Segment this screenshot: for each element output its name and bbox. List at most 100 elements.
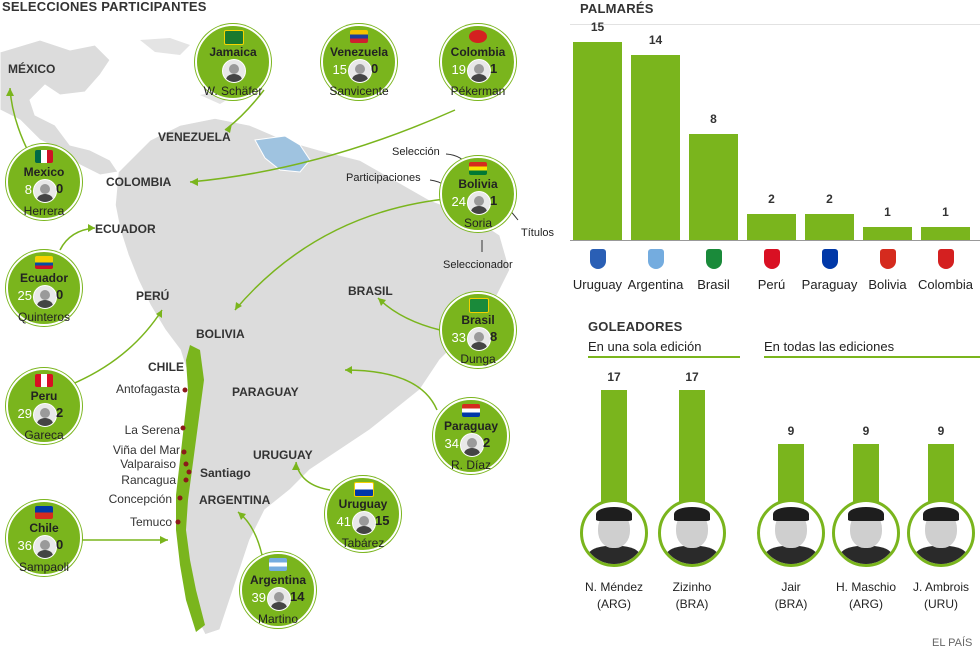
coach-photo — [33, 403, 57, 427]
palmares-category-label: Argentina — [627, 277, 684, 292]
paraguay-crest-icon — [462, 404, 480, 417]
city-label: Concepción — [108, 492, 172, 506]
scorer-bar — [853, 444, 879, 505]
coach-photo — [467, 191, 491, 215]
venezuela-crest-icon — [350, 30, 368, 43]
ecuador-crest-icon — [35, 256, 53, 269]
coach-photo — [467, 327, 491, 351]
palmares-value-label: 15 — [590, 20, 605, 34]
titles-count: 14 — [290, 589, 305, 604]
legend-titulos: Títulos — [521, 227, 555, 239]
subtitle-all-editions: En todas las ediciones — [764, 339, 895, 354]
scorer-name: Jair (BRA) — [741, 579, 841, 613]
map-label-brasil: BRASIL — [348, 284, 393, 298]
scorer-country: (ARG) — [597, 597, 631, 611]
participations-count: 41 — [336, 514, 351, 529]
participations-count: 25 — [17, 288, 32, 303]
portrait-shirt — [915, 546, 967, 564]
titles-count: 1 — [490, 193, 498, 208]
scorer-country: (URU) — [924, 597, 958, 611]
palmares-value-label: 14 — [648, 33, 663, 47]
palmares-category-label: Colombia — [918, 277, 973, 292]
portrait-hair — [674, 507, 710, 521]
city-label: Antofagasta — [115, 382, 180, 396]
scorer-bar — [778, 444, 804, 505]
map-label-argentina: ARGENTINA — [199, 493, 271, 507]
team-circle-uruguay: Uruguay 41 15 Tabárez — [325, 476, 401, 552]
scorer-player-name: N. Méndez — [584, 580, 644, 594]
map-label-colombia: COLOMBIA — [106, 175, 172, 189]
capital-label: Santiago — [200, 466, 251, 480]
map-label-paraguay: PARAGUAY — [232, 385, 299, 399]
scorer-value-label: 17 — [607, 370, 621, 384]
coach-name: Pékerman — [450, 84, 506, 98]
coach-photo — [460, 433, 484, 457]
palmares-crest-icon — [705, 249, 722, 269]
palmares-value-label: 2 — [768, 192, 775, 206]
portrait-hair — [773, 507, 809, 521]
titles-count: 1 — [490, 61, 498, 76]
titles-count: 0 — [56, 287, 64, 302]
team-name: Brasil — [461, 313, 495, 327]
titles-count: 0 — [371, 61, 379, 76]
palmares-value-label: 1 — [942, 205, 949, 219]
scorer-portrait — [658, 499, 726, 567]
palmares-crest-icon — [647, 249, 664, 269]
participations-count: 19 — [451, 62, 466, 77]
coach-photo — [222, 59, 246, 83]
coach-name: Herrera — [23, 204, 65, 218]
palmares-bar — [631, 55, 680, 240]
team-name: Bolivia — [458, 177, 498, 191]
team-circle-paraguay: Paraguay 34 2 R. Díaz — [433, 398, 509, 474]
team-name: Ecuador — [19, 271, 68, 285]
titles-count: 15 — [375, 513, 390, 528]
scorer-name: N. Méndez (ARG) — [564, 579, 664, 613]
team-circle-ecuador: Ecuador 25 0 Quinteros — [6, 250, 82, 326]
scorer-portrait — [832, 499, 900, 567]
team-circle-venezuela: Venezuela 15 0 Sanvicente — [321, 24, 397, 100]
city-label: Valparaiso — [120, 457, 176, 471]
scorer-country: (ARG) — [849, 597, 883, 611]
coach-photo — [33, 179, 57, 203]
scorer-player-name: Jair — [781, 580, 801, 594]
titles-count: 0 — [56, 537, 64, 552]
portrait-shirt — [840, 546, 892, 564]
peru-crest-icon — [35, 374, 53, 387]
palmares-bar — [805, 214, 854, 240]
team-circle-brasil: Brasil 33 8 Dunga — [440, 292, 516, 368]
team-name: Peru — [30, 389, 58, 403]
palmares-category-label: Uruguay — [572, 277, 623, 292]
titles-count: 8 — [490, 329, 498, 344]
palmares-bar — [863, 227, 912, 240]
coach-name: Tabárez — [341, 536, 385, 550]
south-america-map — [0, 38, 519, 636]
section-title-goleadores: GOLEADORES — [588, 319, 683, 334]
team-name: Paraguay — [443, 419, 499, 433]
map-label-bolivia: BOLIVIA — [196, 327, 245, 341]
scorer-bar — [928, 444, 954, 505]
argentina-crest-icon — [269, 558, 287, 571]
brasil-crest-icon — [469, 298, 489, 313]
scorer-name: H. Maschio (ARG) — [816, 579, 916, 613]
coach-name: Dunga — [460, 352, 496, 366]
map-label-uruguay: URUGUAY — [253, 448, 313, 462]
palmares-top-rule — [570, 24, 980, 25]
palmares-bar — [573, 42, 622, 240]
coach-photo — [348, 59, 372, 83]
palmares-value-label: 2 — [826, 192, 833, 206]
coach-name: Gareca — [24, 428, 64, 442]
participations-count: 39 — [251, 590, 266, 605]
team-circle-peru: Peru 29 2 Gareca — [6, 368, 82, 444]
team-name: Mexico — [23, 165, 65, 179]
palmares-category-label: Bolivia — [868, 277, 907, 292]
participations-count: 15 — [332, 62, 347, 77]
coach-photo — [467, 59, 491, 83]
coach-photo — [33, 535, 57, 559]
team-circle-chile: Chile 36 0 Sampaoli — [6, 500, 82, 576]
coach-name: Soria — [463, 216, 492, 230]
coach-photo — [352, 511, 376, 535]
city-label: Viña del Mar — [112, 443, 180, 457]
map-label-peru: PERÚ — [136, 289, 170, 303]
portrait-shirt — [666, 546, 718, 564]
team-name: Venezuela — [329, 45, 389, 59]
